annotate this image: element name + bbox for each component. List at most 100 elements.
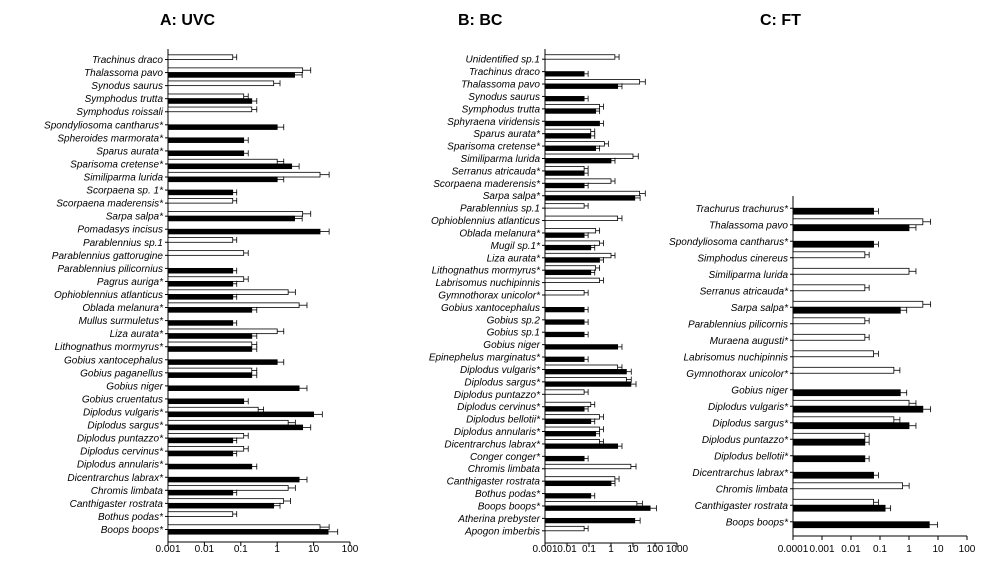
panel-2-species-label: Serranus atricauda* [452,166,541,177]
panel-3-tick-label: 10 [932,544,944,555]
panel-1-bar-black [167,489,234,496]
panel-2-species-label: Lithognathus mormyrus* [432,266,541,277]
panel-1-species-label: Synodus saurus [91,81,163,92]
panel-3-bar-black [792,389,901,397]
panel-2-species-label: Scorpaena maderensis* [433,179,541,190]
panel-2-bar-white [544,277,600,283]
panel-3-bar-white [792,432,866,440]
panel-3-species-label: Dicentrarchus labrax* [692,468,789,479]
panel-2-species-label: Oblada melanura* [459,228,541,239]
panel-1-species-label: Diplodus sargus* [87,421,164,432]
panel-1-species-label: Sparus aurata* [96,146,164,157]
panel-1-bar-black [167,463,253,470]
panel-2-tick-label: 1 [608,544,614,555]
panel-2-bar-black [544,182,585,189]
panel-3-bar-white [792,300,924,308]
panel-3-bar-white [792,251,866,259]
panel-2-tick-label: 0.01 [557,544,577,555]
panel-1-species-label: Chromis limbata [91,486,164,497]
panel-2-bar-white [544,414,600,420]
panel-3-title: C: FT [760,12,801,29]
panel-2-bar-white [544,290,585,296]
panel-1-bar-black [167,346,253,352]
panel-1-bar-white [167,328,278,335]
panel-1-bar-white [167,406,259,413]
panel-2-tick-label: 10 [627,544,639,555]
panel-3-bar-black [792,521,930,529]
panel-1-species-label: Lithognathus mormyrus* [55,342,164,353]
panel-3-tick-label: 0.0001 [778,544,809,555]
panel-1-bar-black [167,307,253,313]
panel-1-bar-white [167,93,245,100]
panel-2-tick-label: 1000 [666,544,689,555]
panel-2-species-label: Diplodus bellotii* [466,415,541,426]
panel-1-bar-black [167,228,321,235]
panel-3-species-label: Spondyliosoma cantharus* [669,237,789,248]
panel-2-title: B: BC [458,12,503,29]
panel-2-species-label: Gobius xantocephalus [441,303,540,314]
panel-2-tick-label: 0.001 [532,544,557,555]
panel-3-tick-label: 1 [906,544,912,555]
panel-2-bar-black [544,269,592,276]
panel-1-bar-black [167,98,253,104]
panel-1-bar-black [167,437,234,444]
panel-2-bar-white [544,128,592,135]
panel-1-bar-black [167,529,329,535]
panel-2-bar-white [544,203,585,209]
panel-2-bar-black [544,83,619,89]
panel-2-bar-black [544,443,619,449]
panel-2-species-label: Diplodus cervinus* [457,402,541,413]
panel-1-bar-black [167,424,304,431]
panel-2-bar-white [544,103,600,110]
panel-2-bar-black [544,356,585,362]
panel-1-bar-white [167,367,253,374]
panel-2-species-label: Gobius sp.2 [487,315,541,326]
panel-2-bar-white [544,79,641,85]
panel-2-species-label: Parablennius sp.1 [460,204,540,215]
panel-2-bar-white [544,240,600,246]
panel-3-species-label: Gobius niger [731,385,788,396]
panel-1-species-label: Diplodus puntazzo* [77,434,164,445]
panel-1-bar-black [167,359,278,365]
panel-2-species-label: Diplodus vulgaris* [460,365,541,376]
panel-2-bar-black [544,195,636,201]
panel-3-species-label: Gymnothorax unicolor* [686,369,789,380]
panel-1-bar-white [167,67,304,73]
panel-1-tick-label: 100 [342,544,359,555]
panel-2-species-label: Symphodus trutta [462,104,541,115]
panel-3-species-label: Serranus atricauda* [700,286,789,297]
panel-2-species-label: Labrisomus nuchipinnis [435,278,540,289]
panel-1-bar-black [167,176,278,183]
panel-1-bar-black [167,450,234,457]
panel-2-bar-black [544,108,597,114]
panel-2-tick-label: 100 [647,544,664,555]
panel-1-species-label: Gobius niger [106,381,163,392]
panel-2-bar-white [544,54,616,60]
panel-2-bar-black [544,244,592,251]
panel-2-species-label: Sarpa salpa* [483,191,541,202]
panel-3-species-label: Chromis limbata [716,484,789,495]
panel-2-bar-white [544,265,597,271]
panel-1-bar-black [167,72,295,78]
panel-1-tick-label: 0.1 [234,544,248,555]
panel-2-species-label: Gobius niger [483,340,540,351]
panel-2-species-label: Epinephelus marginatus* [429,353,541,364]
panel-1-species-label: Sparisoma cretense* [70,159,164,170]
panel-2-bar-black [544,431,597,437]
panel-3-species-label: Simphodus cinereus [697,253,788,264]
panel-1-bar-white [167,485,289,491]
panel-1-bar-white [167,498,285,504]
panel-1-species-label: Parablennius sp.1 [83,238,163,249]
panel-1-bar-black [167,294,234,300]
panel-1-bar-black [167,281,234,287]
panel-2-species-label: Dicentrarchus labrax* [444,439,541,450]
panel-2-bar-black [544,145,597,151]
panel-1-bar-white [167,289,289,295]
panel-3-bar-black [792,224,910,232]
panel-2-species-label: Thalassoma pavo [461,80,540,91]
panel-2-bar-white [544,525,585,532]
panel-2-bar-black [544,96,585,102]
panel-1-bar-white [167,80,275,87]
panel-2-bar-white [544,141,605,147]
panel-1-tick-label: 0.01 [195,544,215,555]
